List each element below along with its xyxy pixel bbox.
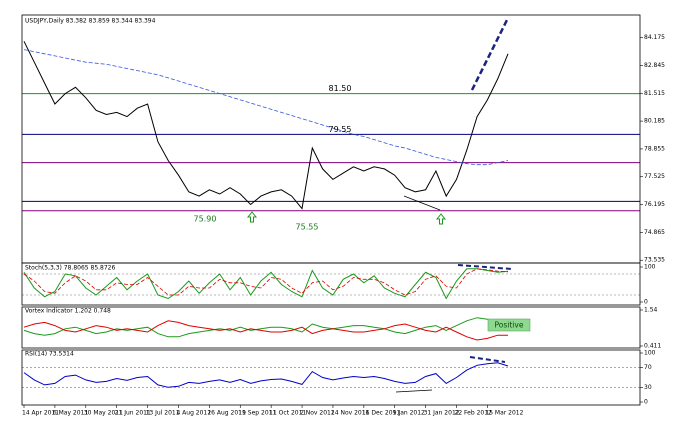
- y-tick-label: 80.185: [644, 118, 665, 125]
- y-tick-label: 30: [644, 384, 652, 391]
- stoch-frame: [21, 262, 641, 306]
- series-line: [23, 41, 509, 210]
- y-tick-label: 100: [644, 264, 656, 271]
- series-line: [23, 268, 509, 300]
- panel-title: USDJPY,Daily 83.382 83.859 83.344 83.394: [25, 18, 156, 25]
- series-line: [23, 268, 509, 296]
- series-line: [23, 320, 509, 341]
- annotation: 75.90: [194, 215, 217, 224]
- rsi-frame: [21, 349, 641, 406]
- x-tick-label: 11 Oct 2011: [269, 410, 306, 417]
- x-tick-label: 15 Mar 2012: [485, 410, 523, 417]
- y-tick-label: 78.855: [644, 145, 665, 152]
- x-tick-label: 26 Aug 2011: [207, 410, 246, 417]
- x-tick-label: 14 Apr 2011: [22, 410, 59, 417]
- y-tick-label: 70: [644, 364, 652, 371]
- x-tick-label: 13 Jul 2011: [146, 410, 180, 417]
- panel-title: Vortex Indicator 1.202 0.748: [25, 308, 111, 315]
- rsi-divergence: [469, 356, 506, 363]
- rsi-low-line: [395, 389, 433, 393]
- stoch-divergence: [457, 264, 513, 270]
- labels: USDJPY,Daily 83.382 83.859 83.344 83.394…: [22, 18, 665, 417]
- level-label: 79.55: [329, 125, 352, 134]
- x-tick-label: 30 May 2011: [84, 410, 123, 417]
- up-arrow: [435, 213, 447, 225]
- y-tick-label: 82.845: [644, 62, 665, 69]
- series-line: [23, 49, 509, 166]
- y-tick-label: 100: [644, 350, 656, 357]
- x-tick-label: 9 Jan 2012: [393, 410, 425, 417]
- x-tick-label: 2 Nov 2011: [300, 410, 335, 417]
- low-line: [403, 195, 441, 211]
- x-tick-label: 21 Jun 2011: [115, 410, 151, 417]
- y-tick-label: 84.175: [644, 34, 665, 41]
- x-tick-label: 22 Feb 2012: [455, 410, 493, 417]
- x-tick-label: 24 Nov 2011: [331, 410, 370, 417]
- annotation: 75.55: [296, 223, 319, 232]
- series-line: [23, 317, 508, 338]
- y-tick-label: 0: [644, 399, 648, 406]
- x-tick-label: 4 Aug 2011: [176, 410, 211, 417]
- y-tick-label: 77.525: [644, 173, 665, 180]
- y-tick-label: 0.411: [644, 343, 661, 350]
- marks: [22, 37, 643, 408]
- panel-title: RSI(14) 73.5314: [25, 351, 74, 358]
- level-label: 81.50: [329, 84, 352, 93]
- y-tick-label: 1.54: [644, 307, 658, 314]
- y-tick-label: 73.535: [644, 257, 665, 264]
- vortex-frame: [21, 306, 641, 349]
- panel-title: Stoch(5,3,3) 78.8065 85.8726: [25, 265, 116, 272]
- x-tick-label: 16 Dec 2011: [362, 410, 401, 417]
- y-tick-label: 0: [644, 299, 648, 306]
- trend-line: [470, 19, 509, 91]
- y-tick-label: 76.195: [644, 201, 665, 208]
- y-tick-label: 74.865: [644, 229, 665, 236]
- annotation: Positive: [495, 321, 524, 330]
- x-tick-label: 31 Jan 2012: [424, 410, 460, 417]
- up-arrow: [246, 211, 258, 223]
- series-line: [23, 362, 509, 388]
- x-tick-label: 19 Sep 2011: [238, 410, 276, 417]
- positive-box: [487, 318, 531, 332]
- x-tick-label: 6 May 2011: [53, 410, 88, 417]
- y-tick-label: 81.515: [644, 90, 665, 97]
